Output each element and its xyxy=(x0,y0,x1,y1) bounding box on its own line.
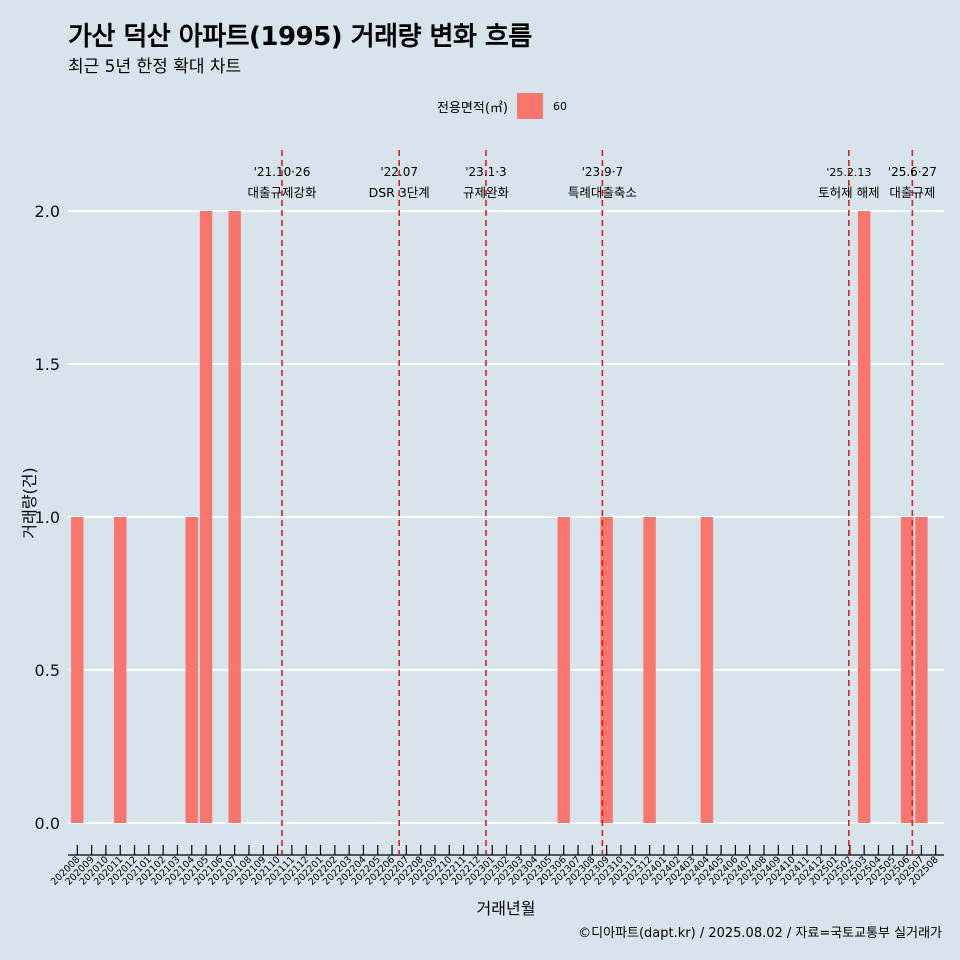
legend: 전용면적(㎡) 60 xyxy=(437,93,567,119)
event-date-label: '22.07 xyxy=(380,165,418,179)
bar xyxy=(71,517,84,823)
bar xyxy=(185,517,198,823)
source-caption: ©디아파트(dapt.kr) / 2025.08.02 / 자료=국토교통부 실… xyxy=(578,926,942,941)
legend-label: 60 xyxy=(552,99,567,113)
chart-title: 가산 덕산 아파트(1995) 거래량 변화 흐름 xyxy=(68,22,532,52)
event-name-label: 특례대출축소 xyxy=(568,185,637,200)
event-name-label: 대출규제강화 xyxy=(247,185,317,200)
event-date-label: '21.10·26 xyxy=(254,165,311,179)
bar xyxy=(643,517,656,823)
bar xyxy=(228,211,241,823)
bar xyxy=(114,517,127,823)
bar xyxy=(700,517,713,823)
legend-key-swatch xyxy=(516,93,543,119)
bar xyxy=(857,211,871,823)
bar xyxy=(600,517,613,823)
bar xyxy=(900,517,914,823)
bar xyxy=(915,517,928,823)
y-tick-label: 2.0 xyxy=(35,202,60,221)
event-name-label: 대출규제 xyxy=(889,185,935,200)
y-tick-label: 0.5 xyxy=(35,661,60,680)
event-name-label: 규제완화 xyxy=(463,185,510,200)
y-tick-label: 1.5 xyxy=(35,355,60,374)
legend-title: 전용면적(㎡) xyxy=(437,100,508,116)
event-date-label: '25.2.13 xyxy=(826,166,871,179)
y-tick-label: 0.0 xyxy=(35,814,60,833)
event-name-label: DSR 3단계 xyxy=(369,185,430,200)
event-date-label: '23.1·3 xyxy=(465,165,506,179)
y-tick-label: 1.0 xyxy=(35,508,60,527)
chart-subtitle: 최근 5년 한정 확대 차트 xyxy=(68,57,242,77)
bar xyxy=(199,211,213,823)
event-date-label: '25.6·27 xyxy=(888,165,937,179)
y-axis-title: 거래량(건) xyxy=(20,467,39,538)
event-name-label: 토허제 해제 xyxy=(818,185,879,200)
bar xyxy=(557,517,570,823)
event-date-label: '23.9·7 xyxy=(582,165,623,179)
x-axis-title: 거래년월 xyxy=(477,899,536,918)
